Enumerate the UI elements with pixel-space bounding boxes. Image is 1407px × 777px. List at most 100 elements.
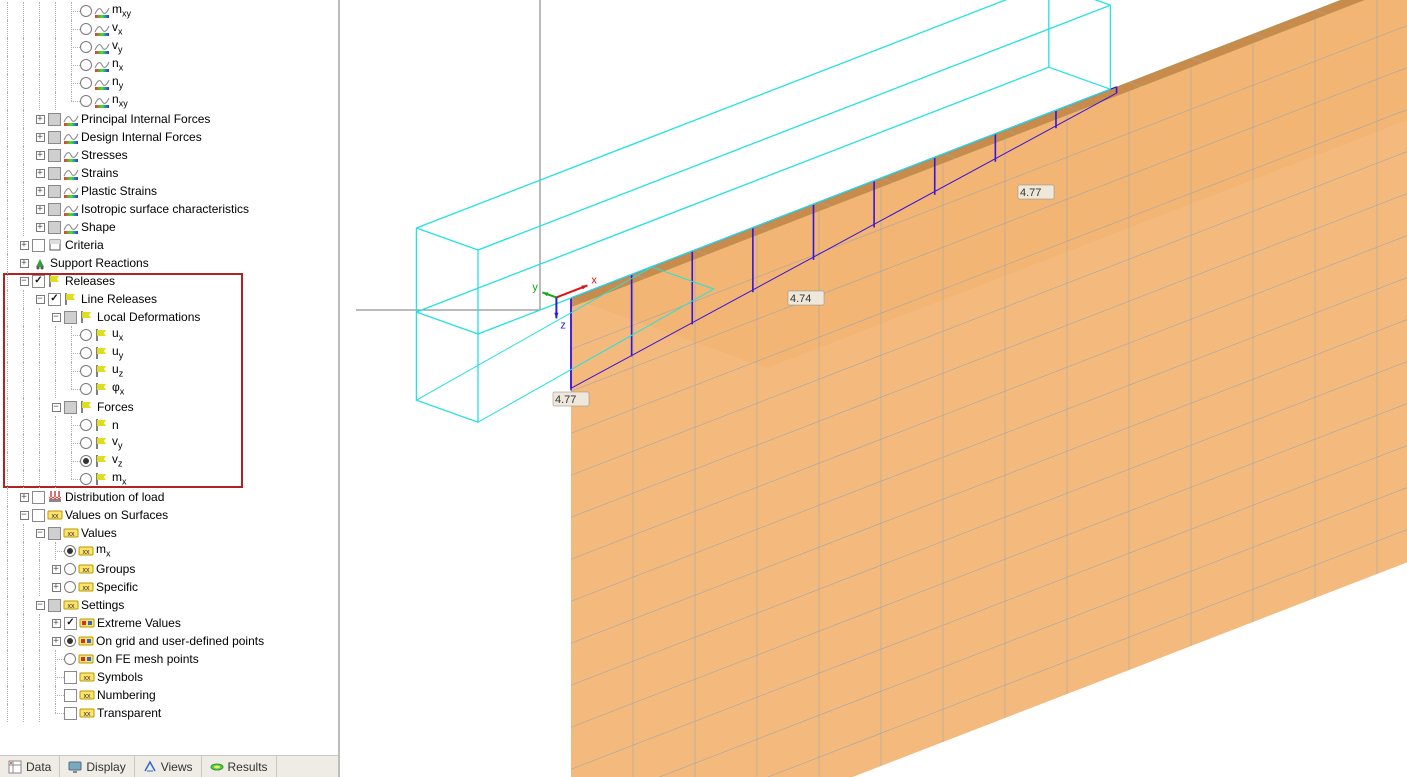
checkbox-indeterminate[interactable] bbox=[48, 599, 61, 612]
tree-local-deformations[interactable]: − Local Deformations bbox=[0, 308, 338, 326]
tree-line-releases[interactable]: − Line Releases bbox=[0, 290, 338, 308]
xx-icon: xx bbox=[63, 525, 79, 541]
radio-off[interactable] bbox=[64, 653, 76, 665]
checkbox-indeterminate[interactable] bbox=[48, 167, 61, 180]
svg-text:xx: xx bbox=[83, 549, 91, 556]
tree-criteria[interactable]: + Criteria bbox=[0, 236, 338, 254]
radio-off[interactable] bbox=[80, 59, 92, 71]
svg-text:4.77: 4.77 bbox=[555, 394, 576, 406]
flag-icon bbox=[94, 345, 110, 361]
radio-off[interactable] bbox=[80, 347, 92, 359]
tree-leaf-nx[interactable]: nx bbox=[0, 56, 338, 74]
tree-extreme-values[interactable]: + Extreme Values bbox=[0, 614, 338, 632]
tree-forces[interactable]: − Forces bbox=[0, 398, 338, 416]
checkbox-unchecked[interactable] bbox=[64, 707, 77, 720]
checkbox-checked[interactable] bbox=[32, 275, 45, 288]
tree-force-vz[interactable]: vz bbox=[0, 452, 338, 470]
tree-stresses[interactable]: +Stresses bbox=[0, 146, 338, 164]
tree-isotropic-surface-characteristics[interactable]: +Isotropic surface characteristics bbox=[0, 200, 338, 218]
tree-strains[interactable]: +Strains bbox=[0, 164, 338, 182]
tree-leaf-vx[interactable]: vx bbox=[0, 20, 338, 38]
flag-icon bbox=[94, 381, 110, 397]
tree-support-reactions[interactable]: + Support Reactions bbox=[0, 254, 338, 272]
tree-design-internal-forces[interactable]: +Design Internal Forces bbox=[0, 128, 338, 146]
tab-data[interactable]: Data bbox=[0, 756, 60, 777]
tree-values[interactable]: − xx Values bbox=[0, 524, 338, 542]
radio-off[interactable] bbox=[80, 473, 92, 485]
tree-transparent[interactable]: xx Transparent bbox=[0, 704, 338, 722]
svg-text:xx: xx bbox=[84, 675, 92, 682]
tab-views[interactable]: Views bbox=[135, 756, 202, 777]
checkbox-indeterminate[interactable] bbox=[48, 185, 61, 198]
tree-localdef-phix[interactable]: φx bbox=[0, 380, 338, 398]
tree-leaf-ny[interactable]: ny bbox=[0, 74, 338, 92]
radio-off[interactable] bbox=[64, 581, 76, 593]
checkbox-indeterminate[interactable] bbox=[48, 131, 61, 144]
tree-distribution-of-load[interactable]: + Distribution of load bbox=[0, 488, 338, 506]
radio-off[interactable] bbox=[80, 41, 92, 53]
checkbox-indeterminate[interactable] bbox=[48, 203, 61, 216]
tree-numbering[interactable]: xx Numbering bbox=[0, 686, 338, 704]
tree-localdef-uz[interactable]: uz bbox=[0, 362, 338, 380]
radio-off[interactable] bbox=[80, 419, 92, 431]
display-icon bbox=[68, 760, 82, 774]
gradient-icon bbox=[94, 75, 110, 91]
gradient-icon bbox=[63, 129, 79, 145]
radio-off[interactable] bbox=[80, 23, 92, 35]
checkbox-indeterminate[interactable] bbox=[64, 311, 77, 324]
tree-leaf-mxy[interactable]: mxy bbox=[0, 2, 338, 20]
tree-shape[interactable]: +Shape bbox=[0, 218, 338, 236]
tree-specific[interactable]: + xx Specific bbox=[0, 578, 338, 596]
radio-off[interactable] bbox=[80, 5, 92, 17]
checkbox-unchecked[interactable] bbox=[64, 689, 77, 702]
tree-on-fe-mesh[interactable]: On FE mesh points bbox=[0, 650, 338, 668]
tree-principal-internal-forces[interactable]: +Principal Internal Forces bbox=[0, 110, 338, 128]
tree-values-on-surfaces[interactable]: − xx Values on Surfaces bbox=[0, 506, 338, 524]
checkbox-indeterminate[interactable] bbox=[64, 401, 77, 414]
gradient-icon bbox=[94, 93, 110, 109]
tree-force-n[interactable]: n bbox=[0, 416, 338, 434]
radio-off[interactable] bbox=[80, 437, 92, 449]
radio-off[interactable] bbox=[80, 77, 92, 89]
tree-on-grid[interactable]: + On grid and user-defined points bbox=[0, 632, 338, 650]
tree-values-mx[interactable]: xx mx bbox=[0, 542, 338, 560]
svg-text:xx: xx bbox=[84, 711, 92, 718]
flag-icon bbox=[94, 417, 110, 433]
checkbox-checked[interactable] bbox=[64, 617, 77, 630]
tree-force-vy[interactable]: vy bbox=[0, 434, 338, 452]
svg-text:xx: xx bbox=[68, 531, 76, 538]
checkbox-indeterminate[interactable] bbox=[48, 149, 61, 162]
radio-off[interactable] bbox=[80, 329, 92, 341]
tree-localdef-ux[interactable]: ux bbox=[0, 326, 338, 344]
tree-releases[interactable]: − Releases bbox=[0, 272, 338, 290]
tree-symbols[interactable]: xx Symbols bbox=[0, 668, 338, 686]
radio-off[interactable] bbox=[64, 563, 76, 575]
tab-results[interactable]: Results bbox=[202, 756, 277, 777]
flag-icon bbox=[63, 291, 79, 307]
radio-off[interactable] bbox=[80, 383, 92, 395]
radio-off[interactable] bbox=[80, 95, 92, 107]
checkbox-unchecked[interactable] bbox=[64, 671, 77, 684]
tree-localdef-uy[interactable]: uy bbox=[0, 344, 338, 362]
radio-off[interactable] bbox=[80, 365, 92, 377]
ev-icon bbox=[78, 651, 94, 667]
tree-leaf-nxy[interactable]: nxy bbox=[0, 92, 338, 110]
radio-on[interactable] bbox=[64, 635, 76, 647]
tree-groups[interactable]: + xx Groups bbox=[0, 560, 338, 578]
checkbox-checked[interactable] bbox=[48, 293, 61, 306]
tab-display[interactable]: Display bbox=[60, 756, 134, 777]
tree-plastic-strains[interactable]: +Plastic Strains bbox=[0, 182, 338, 200]
tree-settings[interactable]: − xx Settings bbox=[0, 596, 338, 614]
radio-on[interactable] bbox=[80, 455, 92, 467]
checkbox-indeterminate[interactable] bbox=[48, 527, 61, 540]
model-viewport[interactable]: xyz4.774.744.77 bbox=[340, 0, 1407, 777]
tree-force-mx[interactable]: mx bbox=[0, 470, 338, 488]
gradient-icon bbox=[94, 21, 110, 37]
checkbox-unchecked[interactable] bbox=[32, 491, 45, 504]
checkbox-unchecked[interactable] bbox=[32, 509, 45, 522]
checkbox-indeterminate[interactable] bbox=[48, 221, 61, 234]
radio-on[interactable] bbox=[64, 545, 76, 557]
checkbox-unchecked[interactable] bbox=[32, 239, 45, 252]
tree-leaf-vy[interactable]: vy bbox=[0, 38, 338, 56]
checkbox-indeterminate[interactable] bbox=[48, 113, 61, 126]
